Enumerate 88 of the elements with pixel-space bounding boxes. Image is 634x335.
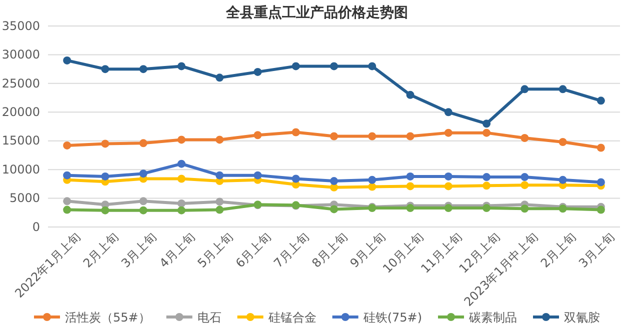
point [444, 128, 452, 137]
x-tick-label: 8月上旬 [309, 230, 350, 270]
point [330, 62, 338, 70]
point [520, 173, 529, 182]
point [216, 136, 224, 144]
point [139, 170, 148, 178]
point [406, 204, 414, 212]
legend-label: 活性炭（55#） [64, 310, 150, 324]
point [444, 108, 452, 116]
y-tick-label: 10000 [2, 162, 40, 176]
x-tick-label: 2月上旬 [80, 230, 122, 270]
point [406, 132, 414, 140]
point [406, 182, 414, 190]
point [596, 96, 605, 105]
point [139, 65, 148, 74]
point [596, 178, 605, 186]
point [292, 128, 300, 136]
point [368, 176, 376, 184]
point [558, 85, 567, 94]
point [101, 65, 110, 74]
legend-label: 碳素制品 [468, 310, 518, 324]
legend-label: 硅铁(75#) [362, 310, 422, 324]
point [520, 181, 529, 190]
point [177, 160, 186, 168]
point [216, 206, 224, 214]
point [444, 204, 452, 212]
y-tick-label: 5000 [9, 191, 40, 206]
point [558, 176, 567, 184]
point [292, 62, 300, 70]
point [330, 177, 338, 186]
y-tick-label: 15000 [2, 134, 40, 148]
point [444, 172, 452, 180]
point [520, 204, 529, 213]
point [368, 62, 376, 70]
point [254, 171, 262, 180]
point [139, 197, 148, 206]
point [558, 138, 567, 146]
legend-label: 双氰胺 [564, 310, 600, 324]
point [482, 120, 491, 128]
x-tick-label: 2月上旬 [538, 230, 579, 270]
point [63, 141, 72, 150]
point [101, 140, 110, 148]
point [216, 74, 224, 82]
point [63, 171, 72, 180]
point [596, 206, 605, 214]
x-tick-label: 3月上旬 [118, 230, 160, 270]
y-tick-label: 30000 [2, 48, 40, 62]
point [177, 174, 186, 183]
point [482, 173, 491, 182]
point [139, 206, 148, 214]
y-tick-label: 0 [32, 220, 40, 234]
y-tick-label: 20000 [2, 104, 40, 119]
chart-title: 全县重点工业产品价格走势图 [225, 4, 408, 21]
legend-label: 电石 [197, 310, 222, 324]
point [101, 206, 110, 214]
point [482, 204, 491, 212]
point [330, 205, 338, 214]
point [406, 90, 414, 99]
point [254, 131, 262, 140]
point [63, 206, 72, 214]
point [177, 136, 186, 144]
point [482, 128, 491, 137]
point [520, 85, 529, 94]
point [216, 171, 224, 180]
x-tick-label: 7月上旬 [271, 230, 312, 270]
point [254, 68, 262, 76]
legend-label: 硅锰合金 [267, 310, 316, 324]
y-tick-label: 35000 [2, 18, 40, 33]
point [596, 144, 605, 152]
point [444, 182, 452, 190]
point [330, 132, 338, 140]
y-tick-label: 25000 [2, 76, 40, 90]
point [63, 56, 72, 64]
point [101, 172, 110, 180]
x-tick-label: 4月上旬 [156, 230, 198, 270]
point [292, 174, 300, 183]
x-tick-label: 3月上旬 [576, 230, 617, 270]
point [177, 199, 186, 208]
point [368, 182, 376, 191]
point [482, 182, 491, 190]
point [216, 198, 224, 206]
point [406, 172, 414, 180]
point [520, 134, 529, 142]
point [368, 132, 376, 140]
point [139, 139, 148, 148]
point [63, 197, 72, 206]
point [177, 62, 186, 70]
point [177, 206, 186, 214]
